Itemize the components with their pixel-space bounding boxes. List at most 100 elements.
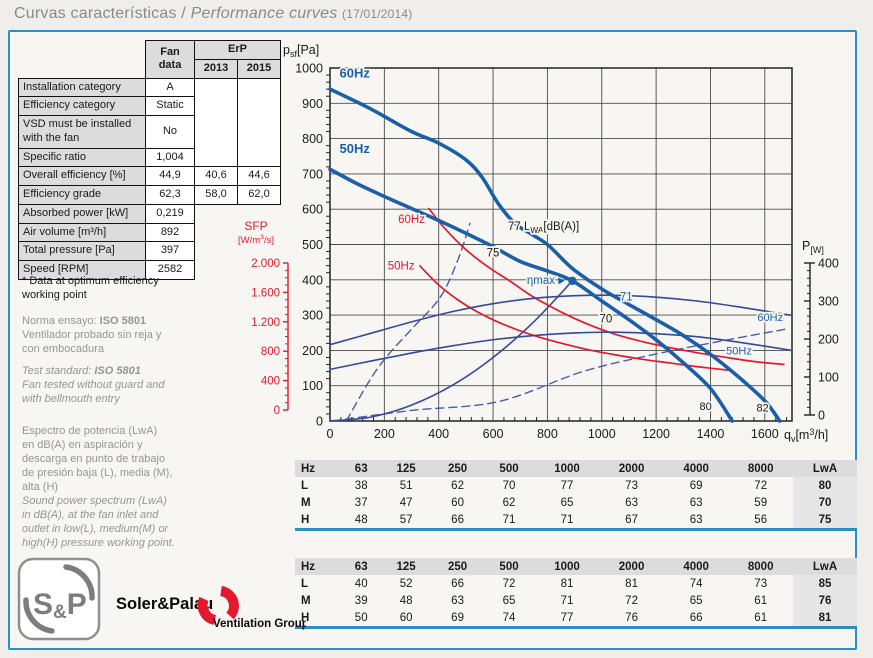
chart-grid: [329, 67, 792, 422]
optimum-point-note: * Data at optimum efficiency working poi…: [22, 275, 159, 301]
sound-value: 77: [560, 611, 574, 624]
p-tick-label: 300: [818, 295, 839, 309]
band-label: L: [301, 479, 309, 492]
sound-value: 63: [689, 496, 703, 509]
p-tick-label: 0: [818, 409, 825, 423]
erp-2013-header: 2013: [194, 58, 238, 79]
sfp-axis-title: SFP: [244, 219, 267, 233]
sound-table-2: Hz 63 125 250 500 1000 2000 4000 8000 LwA L 40 52 66 7…: [295, 558, 857, 629]
fan-row-value: Static: [145, 96, 195, 116]
sound-value: 71: [560, 594, 574, 607]
sfp-tick-label: 2.000: [251, 258, 280, 270]
sound-value: 66: [451, 577, 464, 590]
p-tick-label: 100: [818, 371, 839, 385]
fan-table-row: Absorbed power [kW] 0,219: [18, 203, 281, 224]
x-tick-label: 1600: [751, 427, 779, 441]
chart-label-80: 80: [699, 401, 711, 413]
test-standard: ISO 5801: [94, 365, 141, 377]
sound-value: 39: [354, 594, 368, 607]
band-label: H: [301, 513, 310, 526]
lwa-value: 70: [793, 494, 857, 511]
erp-2015-header: 2015: [237, 58, 281, 79]
chart-label-lwa-77: 77 LWA[dB(A)]: [508, 221, 579, 235]
sound-value: 60: [451, 496, 464, 509]
band-label: M: [301, 496, 311, 509]
sound-value: 65: [689, 594, 703, 607]
chart-label-60hz: 60Hz: [340, 65, 371, 80]
sfp-tick-label: 800: [261, 346, 280, 358]
band-label: L: [301, 577, 309, 590]
band-label: M: [301, 594, 311, 607]
chart-label-75: 75: [487, 247, 500, 259]
sound-value: 63: [451, 594, 464, 607]
band-label: H: [301, 611, 310, 624]
sound-value: 65: [502, 594, 516, 607]
page-title-main: Curvas características /: [14, 5, 186, 22]
sound-col-header: Hz: [295, 460, 342, 477]
sound-value: 60: [399, 611, 413, 624]
erp-2015-value: 62,0: [237, 185, 281, 205]
sfp-tick-label: 400: [261, 376, 280, 388]
spacer-cell: [19, 41, 146, 60]
sound-col-header: 1000: [534, 460, 600, 477]
fan-row-label: Efficiency category: [18, 96, 146, 116]
sound-col-header: 2000: [599, 558, 664, 575]
test-prefix: Test standard:: [22, 365, 95, 377]
sound-value: 52: [399, 577, 413, 590]
lwa-value: 76: [793, 592, 857, 609]
spectrum-note-es: Espectro de potencia (LwA) en dB(A) en a…: [22, 425, 173, 493]
lwa-value: 80: [793, 477, 857, 494]
pa-tick-label: 1000: [295, 62, 323, 76]
sound-value: 51: [399, 479, 413, 492]
chart-label-60hz: 60Hz: [757, 312, 783, 324]
lwa-value: 85: [793, 575, 857, 592]
fan-table-row: VSD must be installed with the fan No: [18, 115, 281, 149]
sound-table-row: H 50 60 69 74 77 76 66 61 81: [295, 609, 857, 628]
x-tick-label: 800: [537, 427, 558, 441]
erp-header: ErP: [194, 40, 281, 60]
pa-tick-label: 400: [302, 273, 323, 287]
sound-table-row: H 48 57 66 71 71 67 63 56 75: [295, 511, 857, 530]
x-tick-label: 200: [374, 427, 395, 441]
sound-value: 74: [689, 577, 703, 590]
sfp-tick-label: 0: [274, 405, 280, 417]
fan-row-label: Air volume [m³/h]: [18, 222, 146, 243]
p-tick-label: 200: [818, 333, 839, 347]
sound-value: 37: [354, 496, 368, 509]
series-power-50hz: [329, 331, 793, 371]
sound-value: 81: [625, 577, 638, 590]
x-tick-label: 0: [327, 427, 334, 441]
fan-table-row: Total pressure [Pa] 397: [18, 241, 281, 261]
sound-col-header: 63: [342, 558, 381, 575]
fan-data-table: Fan data ErP 2013 2015 Installation category…: [18, 40, 281, 280]
plot-border: [329, 67, 793, 422]
fan-row-value: 2582: [145, 260, 195, 280]
sound-value: 38: [354, 479, 368, 492]
sound-col-header: 250: [431, 460, 484, 477]
sound-col-header: 8000: [728, 460, 793, 477]
chart-label-82: 82: [757, 403, 769, 415]
chart-label-50hz: 50Hz: [388, 261, 415, 273]
sound-col-header: 63: [342, 460, 381, 477]
test-standard-note-en: Test standard: ISO 5801 Fan tested witho…: [22, 364, 212, 406]
sfp-axis-unit: [W/m3/s]: [238, 234, 274, 246]
sound-value: 48: [354, 513, 368, 526]
series-pressure-50hz: [328, 167, 735, 423]
sound-table-1: Hz 63 125 250 500 1000 2000 4000 8000 LwA L 38 51 62 7…: [295, 460, 857, 531]
datasheet-panel: Fan data ErP 2013 2015 Installation category…: [8, 30, 857, 650]
fan-row-label: Efficiency grade: [18, 185, 146, 205]
sound-value: 74: [502, 611, 516, 624]
pa-tick-label: 900: [302, 97, 323, 111]
pa-axis-title: psf[Pa]: [283, 43, 319, 59]
pa-tick-label: 700: [302, 167, 323, 181]
pa-tick-label: 800: [302, 132, 323, 146]
pa-tick-label: 300: [302, 309, 323, 323]
sound-table-row: L 38 51 62 70 77 73 69 72 80: [295, 477, 857, 494]
fan-table-row: Efficiency grade 62,3 58,0 62,0: [18, 185, 281, 205]
sound-col-header: Hz: [295, 558, 342, 575]
sound-value: 81: [560, 577, 574, 590]
sound-value: 66: [451, 513, 464, 526]
sound-value: 61: [754, 594, 768, 607]
sound-col-header: 8000: [728, 558, 793, 575]
